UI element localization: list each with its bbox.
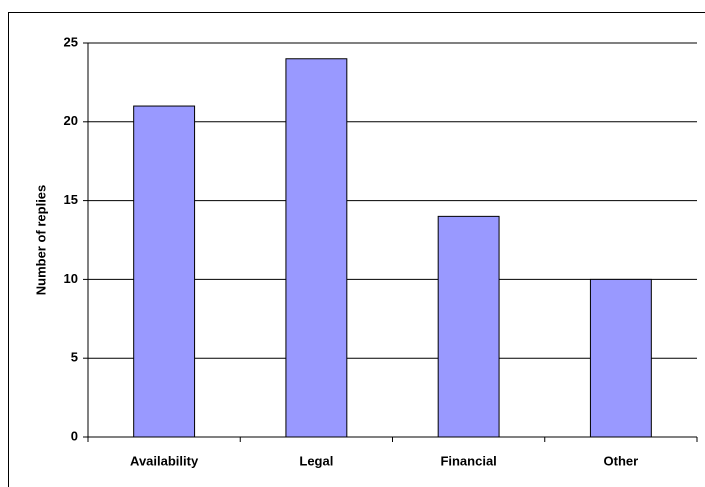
x-tick-label: Availability [130, 453, 199, 468]
bar [285, 58, 348, 438]
x-tick-label: Financial [440, 453, 496, 468]
y-tick-label: 5 [71, 350, 78, 365]
bar [437, 215, 500, 438]
y-tick-label: 0 [71, 428, 78, 443]
y-axis-label: Number of replies [33, 185, 48, 296]
y-tick-label: 15 [64, 192, 78, 207]
x-tick-label: Legal [299, 453, 333, 468]
y-tick-label: 25 [64, 34, 78, 49]
bar [589, 278, 652, 438]
y-tick-label: 20 [64, 113, 78, 128]
x-tick-label: Other [604, 453, 639, 468]
chart-frame [8, 12, 705, 487]
bar [133, 105, 196, 438]
y-tick-label: 10 [64, 271, 78, 286]
